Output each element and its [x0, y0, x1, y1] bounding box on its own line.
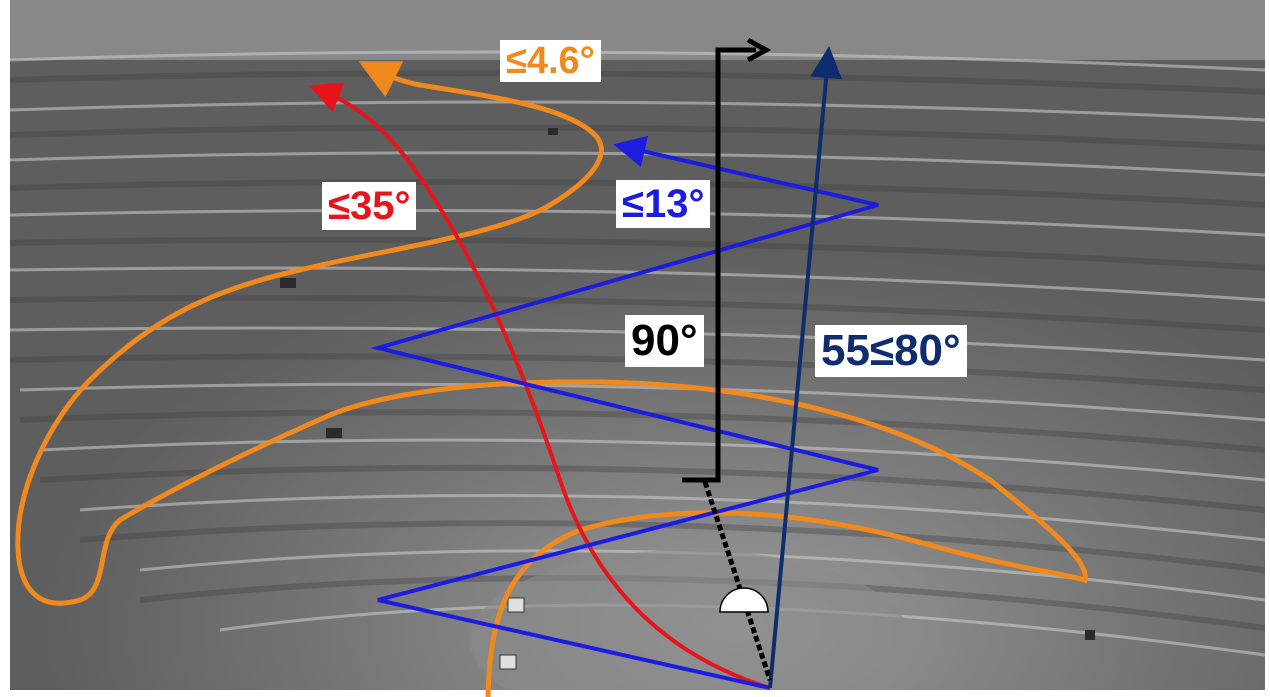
- angle-arc: [719, 587, 769, 613]
- red-slope-curve: [308, 82, 771, 690]
- overall-slope-line: [768, 46, 843, 689]
- haul-road-path: [15, 61, 1088, 697]
- navy-angle-label: 55≤80°: [815, 325, 967, 377]
- road-grade-label: ≤4.6°: [500, 40, 601, 82]
- dashed-reference: [702, 481, 773, 681]
- red-angle-label: ≤35°: [322, 182, 417, 230]
- zigzag-ramp: [370, 135, 879, 690]
- blue-angle-label: ≤13°: [616, 180, 711, 228]
- vertical-angle-label: 90°: [625, 315, 704, 367]
- vertical-reference: [682, 47, 756, 483]
